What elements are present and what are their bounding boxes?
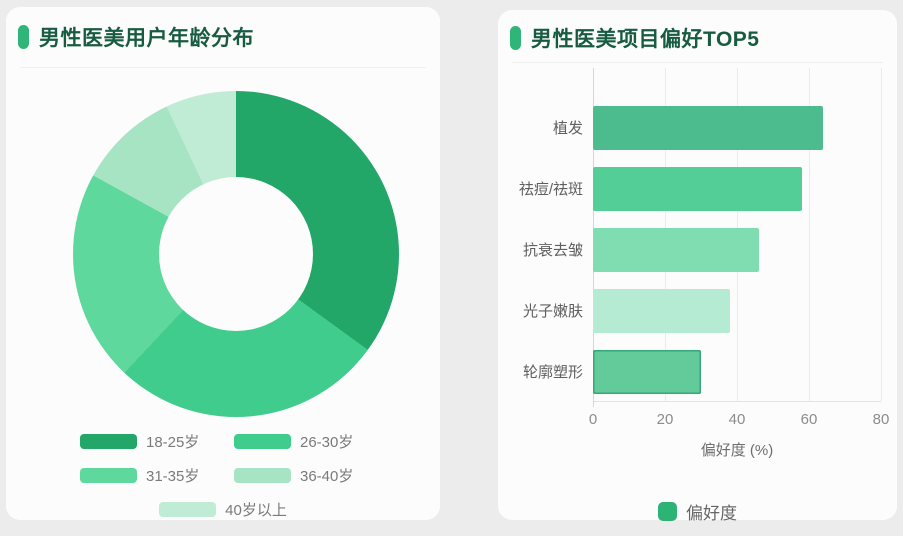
legend-item-18-25[interactable]: 18-25岁 (80, 431, 212, 452)
bar-kangshuai-quzhou (593, 227, 759, 272)
category-label: 抗衰去皱 (522, 242, 583, 259)
legend-label: 36-40岁 (300, 468, 354, 485)
title-accent-bar-icon (510, 26, 521, 50)
bar-track (593, 227, 881, 272)
bar-row: 抗衰去皱 (498, 219, 881, 280)
donut-hole (159, 177, 313, 331)
legend-label: 偏好度 (686, 504, 737, 523)
age-distribution-card: 男性医美用户年龄分布 18-25岁 26-30岁 31-35岁 36-40岁 (6, 7, 440, 520)
legend-item-36-40[interactable]: 36-40岁 (234, 465, 366, 486)
legend-label: 18-25岁 (146, 434, 200, 451)
bar-track (593, 166, 881, 211)
title-accent-bar-icon (18, 25, 29, 49)
x-tick-label: 40 (728, 411, 746, 428)
bar-legend-item[interactable]: 偏好度 (498, 499, 897, 524)
bar-zhifa (593, 105, 824, 150)
bar-row: 轮廓塑形 (498, 341, 881, 402)
page-title-project-preference: 男性医美项目偏好TOP5 (531, 28, 760, 51)
card-header: 男性医美项目偏好TOP5 (498, 10, 897, 53)
gridline (881, 68, 882, 401)
legend-swatch-icon (234, 434, 291, 449)
bar-guangzi-nenfu (593, 288, 730, 333)
bar-row: 祛痘/祛斑 (498, 158, 881, 219)
bar-row: 植发 (498, 97, 881, 158)
project-preference-card: 男性医美项目偏好TOP5 植发 祛痘/祛斑 抗衰去皱 光子嫩 (498, 10, 897, 523)
x-axis-title: 偏好度 (%) (700, 442, 774, 459)
legend-item-31-35[interactable]: 31-35岁 (80, 465, 212, 486)
x-tick-label: 60 (800, 411, 818, 428)
legend-swatch-icon (80, 468, 137, 483)
pie-legend-row: 31-35岁 36-40岁 (80, 465, 366, 486)
x-tick-label: 80 (872, 411, 890, 428)
legend-swatch-icon (80, 434, 137, 449)
pie-legend-row: 40岁以上 (159, 499, 287, 520)
bar-rows: 植发 祛痘/祛斑 抗衰去皱 光子嫩肤 轮廓塑形 (498, 97, 881, 402)
legend-item-26-30[interactable]: 26-30岁 (234, 431, 366, 452)
legend-label: 26-30岁 (300, 434, 354, 451)
donut-chart (73, 91, 399, 417)
legend-item-40-plus[interactable]: 40岁以上 (159, 499, 287, 520)
bar-track (593, 105, 881, 150)
legend-label: 40岁以上 (225, 502, 287, 519)
category-label: 祛痘/祛斑 (518, 181, 583, 198)
x-axis-ticks: 0 20 40 60 80 (589, 411, 890, 429)
category-label: 光子嫩肤 (522, 303, 583, 320)
legend-label: 31-35岁 (146, 468, 200, 485)
category-label: 植发 (552, 120, 583, 137)
pie-legend: 18-25岁 26-30岁 31-35岁 36-40岁 40岁以上 (6, 431, 440, 520)
pie-legend-row: 18-25岁 26-30岁 (80, 431, 366, 452)
header-divider (512, 62, 883, 63)
x-tick-label: 0 (588, 411, 598, 428)
category-label: 轮廓塑形 (522, 364, 583, 381)
legend-swatch-icon (234, 468, 291, 483)
legend-swatch-icon (159, 502, 217, 517)
card-header: 男性医美用户年龄分布 (6, 7, 440, 52)
bar-qudou-quban (593, 166, 802, 211)
bar-track (593, 349, 881, 394)
bar-track (593, 288, 881, 333)
x-tick-label: 20 (656, 411, 674, 428)
header-divider (20, 67, 426, 68)
page-title-age-distribution: 男性医美用户年龄分布 (39, 27, 254, 50)
legend-swatch-icon (658, 502, 677, 521)
bar-row: 光子嫩肤 (498, 280, 881, 341)
gridline (809, 68, 810, 401)
bar-lunkuo-suxing (593, 349, 701, 394)
